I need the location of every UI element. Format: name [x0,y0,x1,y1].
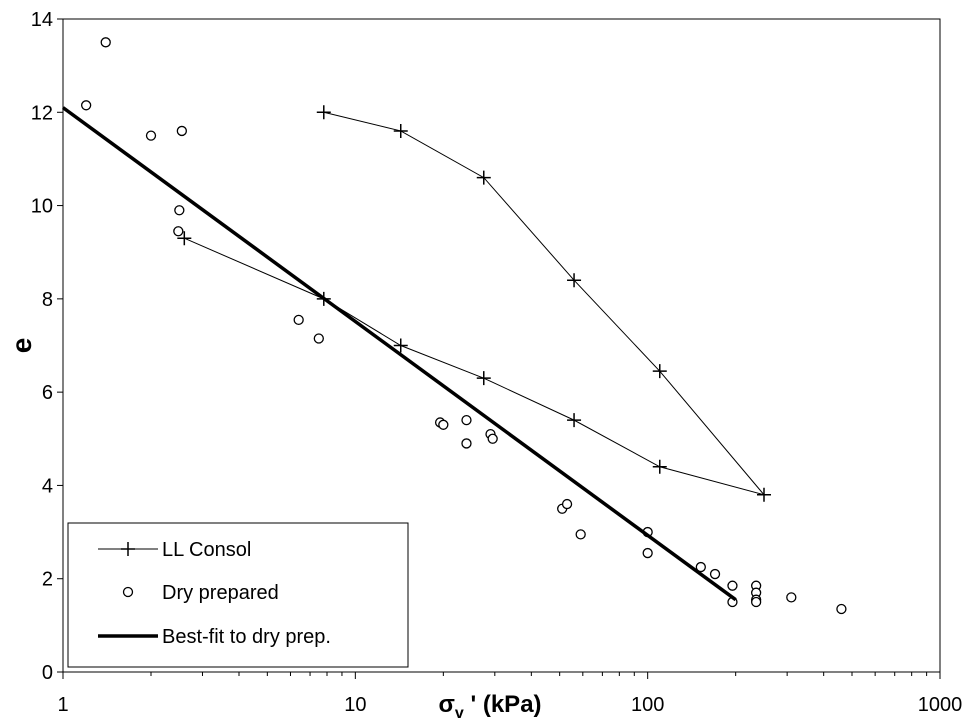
x-axis-title-symbol: σ [438,691,454,718]
dry-prepared-marker [836,603,847,615]
dry-prepared-marker [750,596,762,608]
plot-area [62,18,941,673]
dry-prepared-marker [176,125,187,137]
dry-prepared-marker [561,498,573,510]
legend-item-2: Best-fit to dry prep. [98,626,331,648]
ll-consol-line [184,111,766,496]
ll-consol-marker [316,105,331,120]
dry-prepared-marker [293,314,304,325]
x-axis-title-rest: ' (kPa) [464,691,542,718]
x-tick-label: 10 [344,694,366,716]
dry-prepared-marker [145,130,157,141]
x-tick-label: 1000 [918,694,963,716]
legend-swatch-marker [121,542,135,556]
dry-prepared-marker [575,529,586,540]
y-tick-label: 6 [42,382,53,404]
series-1 [80,37,847,615]
dry-prepared-marker [461,438,472,449]
ll-consol-marker [476,170,491,185]
ll-consol-marker [756,487,771,502]
legend-swatch-marker [122,586,134,598]
ll-consol-marker [652,364,667,379]
dry-prepared-marker [487,433,498,444]
dry-prepared-marker [80,100,92,111]
ll-consol-marker [567,413,582,428]
legend-item-0: LL Consol [98,539,251,561]
ll-consol-marker [177,231,192,246]
x-axis-title: σv ' (kPa) [438,691,541,722]
x-axis-title-subscript: v [455,705,464,722]
dry-prepared-marker [461,414,472,426]
y-tick-label: 2 [42,569,53,591]
dry-prepared-marker [786,592,797,603]
y-tick-label: 4 [42,475,53,497]
dry-prepared-marker [313,333,324,344]
dry-prepared-marker [100,37,111,48]
series-2 [61,106,737,602]
y-axis: 0 2 4 6 8 10 12 14 [31,9,63,684]
dry-prepared-marker [173,226,184,237]
x-tick-label: 1 [57,694,68,716]
x-tick-label: 100 [631,694,664,716]
legend-item-1: Dry prepared [122,582,279,604]
x-axis: 1 10 100 1000 [57,672,962,716]
y-tick-label: 8 [42,289,53,311]
dry-prepared-marker [174,205,185,216]
y-tick-label: 10 [31,196,53,218]
series-layer [61,37,847,615]
legend-label: Dry prepared [162,582,279,604]
dry-prepared-marker [642,547,653,559]
legend-label: LL Consol [162,539,251,561]
series-0 [177,105,771,502]
y-axis-title: e [6,338,37,354]
dry-prepared-marker [709,568,721,580]
dry-prepared-marker [727,580,738,591]
best-fit-line [61,106,737,602]
ll-consol-marker [476,371,491,386]
y-tick-label: 12 [31,102,53,124]
legend: LL Consol Dry prepared Best-fit to dry pre… [67,522,409,668]
dry-prepared-marker [438,419,449,430]
legend-label: Best-fit to dry prep. [162,626,331,648]
dry-prepared-marker [695,561,706,573]
ll-consol-marker [393,338,408,353]
y-tick-label: 14 [31,9,53,31]
y-tick-label: 0 [42,662,53,684]
ll-consol-marker [393,123,408,138]
ll-consol-marker [567,273,582,288]
ll-consol-marker [652,459,667,474]
